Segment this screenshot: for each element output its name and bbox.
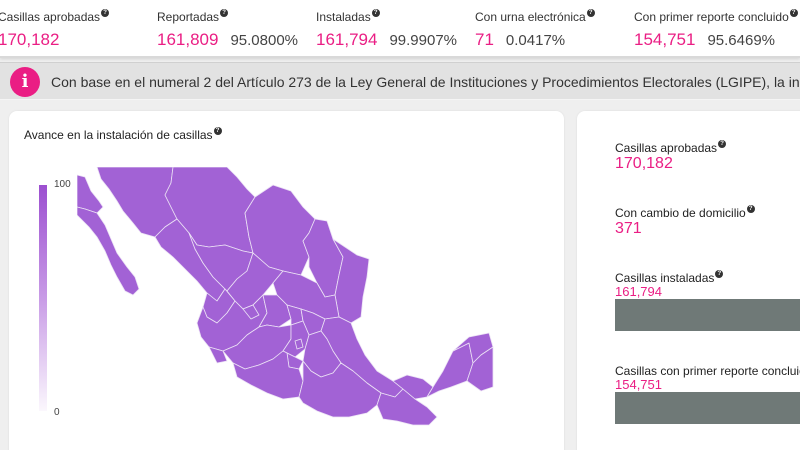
- metric-casillas-aprobadas: Casillas aprobadas? 170,182: [615, 140, 727, 172]
- metric-value: 371: [615, 220, 642, 237]
- mexico-choropleth-map[interactable]: [77, 167, 557, 450]
- state-baja-california-sur: [77, 206, 140, 296]
- stat-value: 71: [475, 30, 494, 49]
- stat-label: Casillas aprobadas: [0, 10, 101, 24]
- state-tamaulipas: [332, 238, 370, 324]
- progress-bar-primer-reporte: [615, 392, 800, 424]
- state-quintana-roo: [466, 346, 494, 392]
- metric-value: 170,182: [615, 155, 673, 172]
- help-icon[interactable]: ?: [101, 9, 110, 17]
- map-title-text: Avance en la instalación de casillas: [24, 128, 213, 142]
- stat-value: 154,751: [634, 30, 696, 49]
- state-campeche: [426, 342, 474, 398]
- help-icon[interactable]: ?: [220, 9, 229, 17]
- help-icon[interactable]: ?: [213, 127, 222, 135]
- stat-label: Con primer reporte concluido: [634, 10, 789, 24]
- stat-instaladas: Instaladas? 161,794 99.9907%: [316, 9, 458, 50]
- metric-casillas-instaladas: Casillas instaladas? 161,794: [615, 270, 800, 331]
- map-title: Avance en la instalación de casillas?: [24, 127, 222, 142]
- stat-value: 170,182: [0, 30, 60, 49]
- legend-min-label: 0: [54, 407, 60, 418]
- state-sonora: [96, 167, 178, 238]
- metric-primer-reporte: Casillas con primer reporte concluido 15…: [615, 364, 800, 424]
- state-guerrero: [232, 350, 304, 400]
- stat-urna-electronica: Con urna electrónica? 71 0.0417%: [475, 9, 595, 50]
- help-icon[interactable]: ?: [746, 205, 755, 213]
- stat-value: 161,809: [157, 30, 219, 49]
- stat-label: Reportadas: [157, 10, 220, 24]
- stat-percent: 95.6469%: [707, 32, 776, 49]
- progress-bar-instaladas: [615, 299, 800, 331]
- metric-label: Casillas aprobadas: [615, 141, 718, 155]
- state-baja-california: [77, 174, 104, 214]
- state-aguascalientes: [242, 304, 260, 320]
- stat-label: Instaladas: [316, 10, 371, 24]
- metric-cambio-domicilio: Con cambio de domicilio? 371: [615, 205, 755, 237]
- stat-label: Con urna electrónica: [475, 10, 586, 24]
- metric-value: 154,751: [615, 377, 662, 392]
- stat-percent: 0.0417%: [505, 32, 566, 49]
- help-icon[interactable]: ?: [715, 270, 724, 278]
- metric-value: 161,794: [615, 284, 662, 299]
- help-icon[interactable]: ?: [586, 9, 595, 17]
- stat-percent: 95.0800%: [230, 32, 299, 49]
- info-icon: i: [10, 67, 40, 97]
- color-scale-legend: [39, 185, 47, 411]
- summary-stats-bar: Casillas aprobadas? 170,182 Reportadas? …: [0, 0, 800, 58]
- help-icon[interactable]: ?: [718, 140, 727, 148]
- stat-primer-reporte: Con primer reporte concluido? 154,751 95.…: [634, 9, 798, 50]
- state-chiapas: [376, 388, 438, 426]
- stat-value: 161,794: [316, 30, 378, 49]
- metric-label: Casillas instaladas: [615, 271, 715, 285]
- stat-casillas-aprobadas: Casillas aprobadas? 170,182: [0, 9, 110, 50]
- info-banner: i Con base en el numeral 2 del Artículo …: [0, 62, 800, 100]
- metric-label: Con cambio de domicilio: [615, 206, 746, 220]
- metric-label: Casillas con primer reporte concluido: [615, 364, 800, 378]
- help-icon[interactable]: ?: [371, 9, 380, 17]
- info-banner-text: Con base en el numeral 2 del Artículo 27…: [51, 74, 800, 90]
- state-cdmx: [294, 338, 304, 350]
- map-card: Avance en la instalación de casillas? 10…: [9, 111, 564, 450]
- stat-percent: 99.9907%: [389, 32, 458, 49]
- installation-summary-card: Casillas aprobadas? 170,182 Con cambio d…: [577, 111, 800, 450]
- stat-reportadas: Reportadas? 161,809 95.0800%: [157, 9, 299, 50]
- help-icon[interactable]: ?: [789, 9, 798, 17]
- state-colima: [208, 346, 228, 364]
- legend-max-label: 100: [54, 179, 71, 190]
